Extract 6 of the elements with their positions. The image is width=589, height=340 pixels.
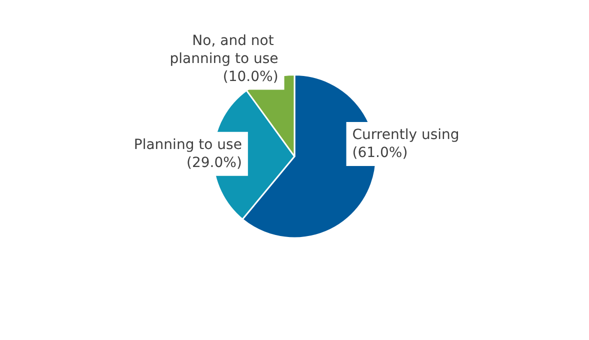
slice-label: No, and not planning to use [170, 32, 278, 67]
data-label: (61.0%) [352, 145, 408, 162]
slice-label: Currently using [352, 127, 460, 144]
slice-label: Planning to use [134, 136, 242, 153]
data-label: (29.0%) [186, 154, 242, 171]
data-label: (10.0%) [222, 68, 278, 85]
